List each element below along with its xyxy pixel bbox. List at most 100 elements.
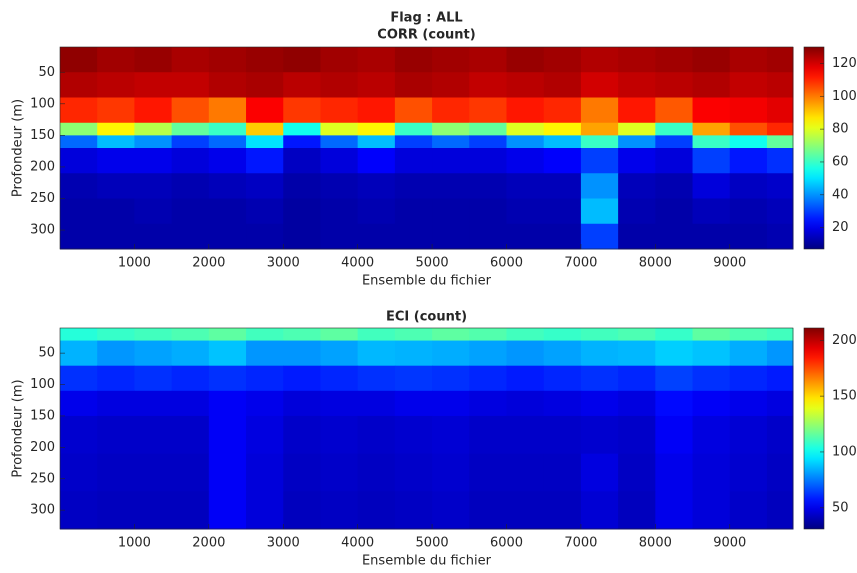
heatmap-cell [134,390,173,417]
heatmap-cell [655,491,694,530]
heatmap-cell [506,340,545,367]
heatmap-cell [246,453,284,492]
heatmap-cell [766,390,794,417]
heatmap-cell [432,148,470,174]
heatmap-cell [543,148,582,174]
heatmap-cell [692,47,731,73]
heatmap-cell [60,223,98,250]
heatmap-cell [692,148,731,174]
heatmap-cell [543,72,582,98]
heatmap-cell [580,72,619,98]
heatmap-cell [543,390,582,417]
heatmap-cell [394,223,433,250]
heatmap-cell [729,223,768,250]
heatmap-cell [134,148,173,174]
heatmap-cell [357,328,396,342]
heatmap-cell [618,340,656,367]
heatmap-cell [246,328,284,342]
heatmap-cell [580,122,619,136]
heatmap-cell [692,72,731,98]
heatmap-cell [506,47,545,73]
heatmap-cell [692,453,731,492]
heatmap-cell [60,122,98,136]
heatmap-cell [655,365,694,392]
heatmap-cell [618,328,656,342]
heatmap-cell [60,415,98,455]
heatmap-cell [469,198,507,225]
heatmap-cell [729,390,768,417]
y-tick-label: 250 [30,471,55,486]
heatmap-cell [655,340,694,367]
heatmap-cell [320,72,359,98]
heatmap-cell [469,72,507,98]
heatmap-cell [208,122,247,136]
heatmap-cell [469,328,507,342]
heatmap-cell [283,415,321,455]
colorbar [803,327,825,530]
x-axis-label: Ensemble du fichier [362,554,492,569]
heatmap-cell [543,135,582,149]
heatmap-cell [432,97,470,124]
heatmap-cell [283,173,321,199]
heatmap-cell [320,135,359,149]
heatmap-cell [134,135,173,149]
y-axis-label: Profondeur (m) [11,379,26,477]
heatmap-cell [208,491,247,530]
heatmap-cell [394,47,433,73]
heatmap-cell [543,122,582,136]
x-tick-label: 2000 [192,256,225,271]
heatmap-cell [692,390,731,417]
heatmap-cell [60,390,98,417]
heatmap-cell [60,328,98,342]
heatmap-cell [97,97,135,124]
heatmap-cell [729,328,768,342]
heatmap-cell [543,453,582,492]
heatmap-cell [134,491,173,530]
heatmap-cell [134,47,173,73]
heatmap-cell [60,198,98,225]
heatmap-cell [580,148,619,174]
heatmap-cell [246,122,284,136]
heatmap-cell [618,491,656,530]
heatmap-cell [208,72,247,98]
heatmap-cell [543,97,582,124]
heatmap-cell [97,328,135,342]
heatmap-cell [729,148,768,174]
heatmap-cell [320,198,359,225]
heatmap-cell [283,491,321,530]
colorbar-tick-label: 40 [832,187,849,202]
x-tick-label: 3000 [267,536,300,551]
heatmap-cell [283,365,321,392]
heatmap-cell [97,223,135,250]
heatmap-cell [320,415,359,455]
heatmap-cell [357,453,396,492]
heatmap-cell [655,122,694,136]
heatmap-cell [283,97,321,124]
heatmap-cell [618,390,656,417]
heatmap-cell [97,453,135,492]
heatmap-cell [171,135,210,149]
heatmap-cell [97,122,135,136]
heatmap-cell [580,198,619,225]
heatmap-cell [692,122,731,136]
heatmap-cell [580,135,619,149]
heatmap-cell [208,135,247,149]
heatmap-cell [246,390,284,417]
heatmap-cell [246,72,284,98]
heatmap-cell [171,328,210,342]
x-tick-label: 8000 [639,536,672,551]
y-tick-label: 100 [30,377,55,392]
heatmap-cell [469,340,507,367]
heatmap-cell [432,453,470,492]
heatmap-cell [320,173,359,199]
heatmap-cell [729,97,768,124]
heatmap-cell [134,453,173,492]
heatmap-cell [766,328,794,342]
heatmap-cell [655,135,694,149]
heatmap-cell [580,223,619,250]
heatmap-cell [580,453,619,492]
heatmap-cell [432,365,470,392]
y-tick-label: 200 [30,440,55,455]
heatmap-cell [469,491,507,530]
heatmap-cell [283,223,321,250]
